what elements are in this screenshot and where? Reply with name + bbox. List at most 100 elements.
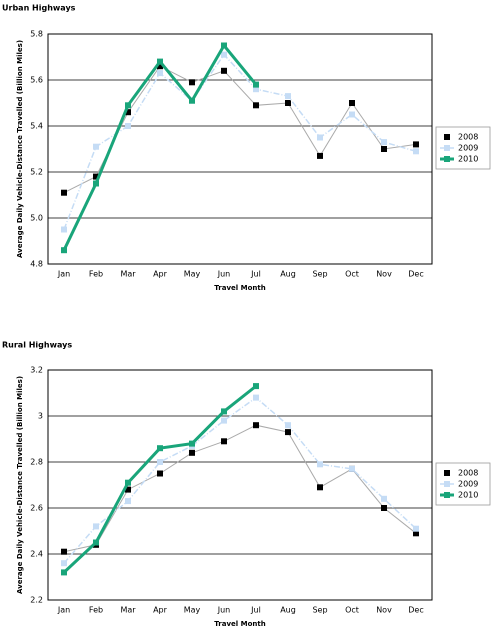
point-marker (381, 146, 387, 152)
y-tick-label: 3.2 (30, 366, 43, 375)
legend-label: 2010 (458, 155, 478, 164)
y-tick-label: 5.0 (30, 214, 43, 223)
point-marker (93, 173, 99, 180)
point-marker (253, 81, 259, 88)
point-marker (349, 100, 355, 106)
x-tick-label: Mar (120, 606, 136, 615)
point-marker (285, 429, 291, 436)
x-tick-label: Sep (312, 606, 327, 615)
x-tick-label: Feb (89, 606, 103, 615)
point-marker (413, 525, 419, 532)
legend-label: 2009 (458, 480, 478, 489)
point-marker (157, 470, 163, 477)
legend-marker (444, 492, 450, 498)
x-tick-label: Oct (345, 606, 359, 615)
x-axis-label: Travel Month (214, 284, 265, 292)
point-marker (413, 141, 419, 148)
y-tick-label: 2.2 (30, 596, 43, 605)
point-marker (317, 134, 323, 141)
legend-marker (444, 481, 450, 487)
point-marker (349, 465, 355, 472)
legend-marker (444, 470, 450, 476)
series-line (62, 42, 258, 251)
plot-frame (47, 33, 433, 265)
x-tick-label: Nov (376, 606, 392, 615)
chart-title: Rural Highways (2, 341, 72, 350)
point-marker (189, 440, 195, 447)
legend-label: 2008 (458, 469, 478, 478)
point-marker (285, 93, 291, 100)
point-marker (317, 152, 323, 159)
point-marker (61, 560, 67, 567)
point-marker (125, 109, 131, 116)
point-marker (189, 449, 195, 456)
point-marker (61, 189, 67, 196)
y-tick-label: 2.8 (30, 458, 43, 467)
y-tick-label: 5.6 (30, 76, 43, 85)
point-marker (413, 530, 419, 537)
legend-label: 2009 (458, 144, 478, 153)
point-marker (253, 102, 259, 109)
legend-label: 2010 (458, 491, 478, 500)
x-tick-label: Dec (408, 606, 423, 615)
point-marker (349, 111, 355, 118)
point-marker (381, 495, 387, 502)
point-marker (381, 139, 387, 146)
point-marker (381, 505, 387, 511)
point-marker (157, 445, 163, 452)
x-tick-label: Apr (153, 270, 168, 279)
x-tick-label: Sep (312, 270, 327, 279)
point-marker (221, 438, 227, 445)
x-tick-label: Jan (57, 606, 70, 615)
x-tick-label: Apr (153, 606, 168, 615)
legend-label: 2008 (458, 133, 478, 142)
point-marker (253, 383, 259, 390)
point-marker (93, 143, 99, 150)
legend-marker (444, 145, 450, 151)
point-marker (61, 247, 67, 254)
y-tick-label: 5.4 (30, 122, 43, 131)
x-tick-label: Jun (217, 270, 231, 279)
plot-frame (47, 369, 433, 601)
point-marker (93, 523, 99, 530)
point-marker (253, 422, 259, 429)
x-tick-label: Dec (408, 270, 423, 279)
x-tick-label: Nov (376, 270, 392, 279)
point-marker (413, 148, 419, 155)
point-marker (61, 226, 67, 233)
point-marker (61, 548, 67, 555)
legend-marker (444, 134, 450, 140)
point-marker (221, 417, 227, 424)
point-marker (157, 459, 163, 465)
x-tick-label: Jan (57, 270, 70, 279)
point-marker (93, 539, 99, 546)
series-line (62, 384, 257, 574)
point-marker (61, 569, 67, 576)
x-tick-label: Feb (89, 270, 103, 279)
point-marker (125, 486, 131, 493)
point-marker (253, 86, 259, 93)
series-line (63, 396, 417, 564)
point-marker (93, 180, 99, 187)
point-marker (285, 100, 291, 106)
x-tick-label: Aug (280, 606, 296, 615)
y-tick-label: 2.6 (30, 504, 43, 513)
chart-title: Urban Highways (2, 4, 76, 13)
point-marker (189, 97, 195, 104)
point-marker (317, 484, 323, 491)
x-tick-label: Jun (217, 606, 231, 615)
x-tick-label: Aug (280, 270, 296, 279)
y-axis-label: Average Daily Vehicle-Distance Travelled… (16, 40, 24, 258)
series-line (63, 424, 417, 553)
x-tick-label: Oct (345, 270, 359, 279)
point-marker (285, 422, 291, 429)
series-line (63, 53, 417, 230)
point-marker (221, 67, 227, 74)
legend-marker (444, 156, 450, 162)
point-marker (157, 70, 163, 77)
y-tick-label: 2.4 (30, 550, 43, 559)
point-marker (125, 479, 131, 486)
point-marker (125, 498, 131, 505)
point-marker (157, 63, 163, 70)
